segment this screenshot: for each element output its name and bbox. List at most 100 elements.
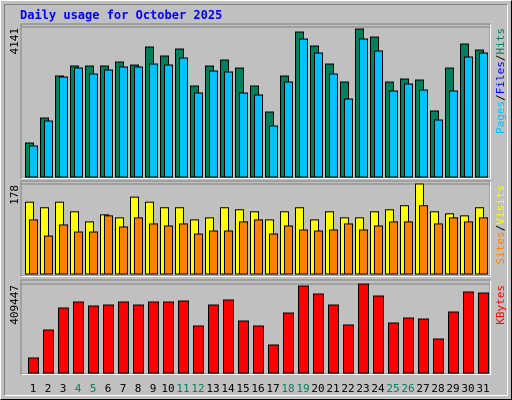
legend-entry: Files bbox=[494, 61, 507, 94]
bar bbox=[104, 69, 113, 178]
bar bbox=[239, 92, 248, 178]
bar bbox=[283, 312, 294, 374]
bar bbox=[164, 225, 173, 275]
bar bbox=[328, 304, 339, 374]
bar bbox=[59, 224, 68, 275]
bar bbox=[208, 304, 219, 374]
legend-entry: Pages bbox=[494, 101, 507, 134]
bar bbox=[194, 92, 203, 178]
bar bbox=[223, 299, 234, 374]
bar bbox=[433, 338, 444, 374]
y-tick-label: 4141 bbox=[8, 28, 21, 55]
legend-separator: / bbox=[494, 225, 507, 232]
bar bbox=[73, 301, 84, 374]
bar bbox=[359, 229, 368, 275]
bar bbox=[434, 223, 443, 275]
x-tick-label: 21 bbox=[326, 382, 339, 395]
bar bbox=[118, 301, 129, 374]
bar bbox=[464, 221, 473, 275]
bar bbox=[148, 301, 159, 374]
bar bbox=[419, 89, 428, 178]
bar bbox=[419, 205, 428, 275]
bar bbox=[224, 230, 233, 275]
legend-entry: Sites bbox=[494, 231, 507, 264]
bar bbox=[449, 90, 458, 178]
bar bbox=[119, 226, 128, 275]
bar bbox=[284, 81, 293, 178]
bar bbox=[329, 229, 338, 275]
x-tick-label: 26 bbox=[401, 382, 414, 395]
bar bbox=[89, 73, 98, 178]
plot-edge bbox=[21, 280, 491, 375]
x-tick-label: 27 bbox=[416, 382, 429, 395]
bar bbox=[254, 94, 263, 178]
x-tick-label: 12 bbox=[191, 382, 204, 395]
x-tick-label: 29 bbox=[446, 382, 459, 395]
x-tick-label: 20 bbox=[311, 382, 324, 395]
bar bbox=[434, 119, 443, 178]
bar bbox=[299, 229, 308, 275]
bar bbox=[463, 291, 474, 374]
bar bbox=[344, 223, 353, 275]
x-tick-label: 5 bbox=[90, 382, 97, 395]
bar bbox=[314, 52, 323, 178]
bar bbox=[359, 38, 368, 178]
legend: Pages/Files/Hits bbox=[494, 28, 507, 134]
bar bbox=[178, 300, 189, 374]
plot-edge bbox=[21, 24, 491, 179]
bar bbox=[59, 76, 68, 178]
bar bbox=[269, 125, 278, 178]
x-tick-label: 11 bbox=[176, 382, 189, 395]
bar bbox=[179, 57, 188, 178]
bar bbox=[404, 83, 413, 178]
plot-edge bbox=[21, 181, 491, 277]
bar bbox=[479, 217, 488, 275]
legend: Sites/Visits bbox=[494, 185, 507, 265]
bar bbox=[104, 215, 113, 275]
bar bbox=[403, 317, 414, 374]
bar bbox=[254, 219, 263, 275]
x-tick-label: 4 bbox=[75, 382, 82, 395]
legend-separator: / bbox=[494, 94, 507, 101]
x-tick-label: 18 bbox=[281, 382, 294, 395]
bar bbox=[269, 233, 278, 275]
bar bbox=[44, 235, 53, 275]
bar bbox=[29, 145, 38, 178]
bar bbox=[358, 283, 369, 374]
x-tick-label: 10 bbox=[161, 382, 174, 395]
x-tick-label: 16 bbox=[251, 382, 264, 395]
bar bbox=[58, 307, 69, 374]
x-tick-label: 31 bbox=[476, 382, 489, 395]
x-tick-label: 28 bbox=[431, 382, 444, 395]
bar bbox=[389, 90, 398, 178]
chart-title: Daily usage for October 2025 bbox=[20, 8, 222, 22]
bar bbox=[209, 230, 218, 275]
x-tick-label: 13 bbox=[206, 382, 219, 395]
x-tick-label: 3 bbox=[60, 382, 67, 395]
bar bbox=[313, 293, 324, 374]
legend-entry: Visits bbox=[494, 185, 507, 225]
bar bbox=[89, 231, 98, 275]
bar bbox=[74, 231, 83, 275]
bar bbox=[343, 324, 354, 374]
bar bbox=[374, 50, 383, 178]
x-tick-label: 1 bbox=[30, 382, 37, 395]
bar bbox=[404, 221, 413, 275]
bar bbox=[149, 63, 158, 178]
bar bbox=[29, 219, 38, 275]
bar bbox=[389, 221, 398, 275]
legend-separator: / bbox=[494, 55, 507, 62]
legend-entry: Hits bbox=[494, 28, 507, 55]
bar bbox=[163, 301, 174, 374]
bar bbox=[238, 320, 249, 374]
x-tick-label: 24 bbox=[371, 382, 385, 395]
bar bbox=[298, 285, 309, 374]
legend-entry: KBytes bbox=[494, 285, 507, 325]
bar bbox=[103, 304, 114, 374]
bar bbox=[284, 225, 293, 275]
bar bbox=[74, 67, 83, 178]
bar bbox=[329, 73, 338, 178]
bar bbox=[149, 223, 158, 275]
